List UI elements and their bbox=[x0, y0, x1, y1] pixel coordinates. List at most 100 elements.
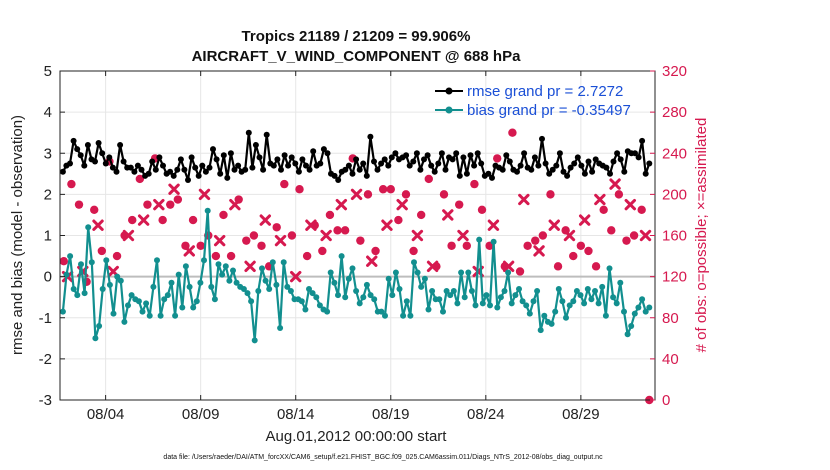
bias-point bbox=[494, 304, 501, 311]
bias-point bbox=[335, 292, 341, 299]
rmse-point bbox=[92, 158, 98, 165]
rmse-point bbox=[424, 152, 431, 159]
bias-point bbox=[458, 269, 465, 276]
rmse-point bbox=[571, 160, 578, 167]
bias-point bbox=[367, 292, 374, 299]
rmse-point bbox=[546, 170, 553, 177]
obs-assimilated-marker bbox=[563, 229, 576, 242]
bias-point bbox=[244, 290, 251, 297]
bias-point bbox=[642, 308, 649, 315]
legend-rmse-label: rmse grand pr = 2.7272 bbox=[467, 83, 623, 100]
bias-point bbox=[266, 286, 273, 292]
obs-possible-marker bbox=[280, 179, 289, 189]
rmse-point bbox=[521, 150, 528, 157]
bias-point bbox=[440, 308, 446, 315]
y-tick-label: 0 bbox=[44, 269, 52, 286]
bias-point bbox=[602, 312, 609, 319]
obs-possible-marker bbox=[607, 226, 616, 235]
y2-tick-label: 120 bbox=[662, 269, 687, 286]
bias-point bbox=[313, 294, 320, 301]
rmse-point bbox=[560, 168, 567, 175]
bias-point bbox=[157, 312, 164, 319]
obs-possible-marker bbox=[74, 200, 84, 209]
bias-point bbox=[512, 292, 519, 299]
bias-point bbox=[646, 304, 653, 311]
bias-point bbox=[570, 298, 577, 305]
bias-point bbox=[345, 275, 352, 282]
rmse-point bbox=[263, 131, 270, 138]
obs-possible-marker bbox=[439, 190, 449, 199]
rmse-point bbox=[242, 166, 249, 173]
rmse-point bbox=[371, 158, 377, 165]
bias-point bbox=[201, 257, 207, 264]
rmse-point bbox=[249, 164, 256, 171]
obs-possible-marker bbox=[584, 246, 593, 256]
y-tick-label: 3 bbox=[44, 145, 52, 162]
bias-point bbox=[190, 304, 197, 311]
bias-point bbox=[450, 288, 457, 294]
bias-point bbox=[349, 265, 356, 272]
obs-possible-marker bbox=[629, 231, 639, 240]
obs-assimilated-marker bbox=[168, 183, 180, 195]
bias-point bbox=[483, 292, 490, 299]
rmse-point bbox=[199, 162, 206, 169]
bias-point bbox=[306, 286, 312, 292]
rmse-point bbox=[614, 150, 621, 157]
rmse-point bbox=[317, 160, 324, 167]
rmse-point bbox=[549, 166, 556, 173]
rmse-point bbox=[349, 170, 356, 177]
bias-point bbox=[240, 286, 247, 292]
obs-possible-marker bbox=[325, 210, 335, 220]
rmse-point bbox=[170, 172, 177, 179]
rmse-point bbox=[210, 146, 216, 153]
rmse-point bbox=[335, 177, 342, 183]
bias-point bbox=[519, 298, 526, 305]
rmse-point bbox=[589, 168, 596, 175]
bias-point bbox=[342, 294, 349, 301]
y-tick-label: 2 bbox=[44, 186, 52, 203]
rmse-point bbox=[499, 166, 506, 173]
bias-point bbox=[277, 325, 284, 331]
bias-point bbox=[563, 314, 569, 321]
x-tick-label: 08/09 bbox=[182, 406, 220, 423]
obs-possible-marker bbox=[143, 200, 152, 209]
obs-possible-marker bbox=[67, 179, 76, 189]
rmse-point bbox=[485, 170, 492, 177]
bias-point bbox=[454, 300, 461, 307]
y-tick-label: 1 bbox=[44, 228, 52, 245]
bias-point bbox=[103, 257, 110, 264]
x-tick-label: 08/14 bbox=[277, 406, 315, 423]
bias-point bbox=[530, 298, 537, 305]
bias-point bbox=[63, 271, 70, 278]
rmse-point bbox=[177, 156, 184, 163]
rmse-point bbox=[77, 152, 84, 159]
rmse-point bbox=[431, 168, 438, 175]
rmse-point bbox=[134, 162, 141, 169]
rmse-point bbox=[564, 172, 571, 179]
bias-point bbox=[505, 269, 512, 276]
rmse-point bbox=[67, 160, 73, 167]
bias-point bbox=[631, 310, 638, 317]
bias-point bbox=[259, 265, 265, 272]
rmse-point bbox=[392, 150, 399, 157]
obs-possible-marker bbox=[249, 231, 259, 240]
rmse-point bbox=[260, 166, 267, 173]
bias-point bbox=[516, 286, 522, 292]
rmse-point bbox=[417, 166, 424, 173]
bias-point bbox=[248, 298, 255, 305]
obs-assimilated-marker bbox=[244, 260, 256, 273]
obs-assimilated-marker bbox=[259, 214, 272, 226]
bias-point bbox=[581, 300, 588, 307]
rmse-point bbox=[621, 168, 628, 175]
bias-point bbox=[182, 263, 189, 270]
y2-tick-label: 80 bbox=[662, 310, 679, 327]
bias-point bbox=[501, 288, 508, 294]
rmse-point bbox=[252, 142, 259, 148]
rmse-point bbox=[514, 168, 520, 175]
bias-point bbox=[327, 269, 334, 276]
bias-point bbox=[447, 292, 454, 299]
rmse-point bbox=[149, 158, 156, 165]
obs-possible-marker bbox=[470, 179, 479, 189]
bias-point bbox=[559, 298, 566, 305]
bias-point bbox=[233, 279, 240, 286]
